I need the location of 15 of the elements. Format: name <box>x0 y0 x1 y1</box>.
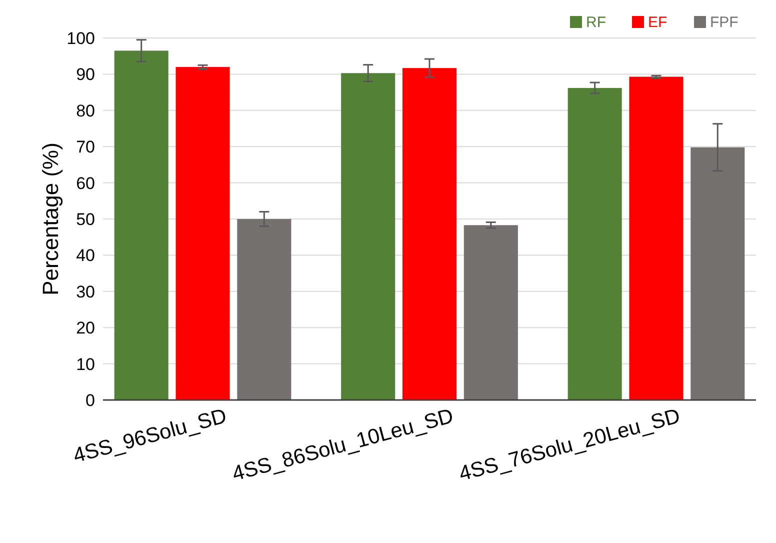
y-tick-label: 50 <box>76 210 95 229</box>
y-tick-label: 70 <box>76 138 95 157</box>
legend-label: EF <box>648 14 668 31</box>
legend-label: FPF <box>710 14 738 31</box>
legend-label: RF <box>586 14 606 31</box>
y-tick-label: 0 <box>86 390 95 410</box>
y-tick-label: 20 <box>76 318 95 338</box>
y-tick-label: 10 <box>76 354 95 374</box>
y-tick-label: 80 <box>76 101 95 120</box>
y-tick-label: 60 <box>76 174 95 193</box>
y-tick-label: 100 <box>66 28 95 48</box>
y-tick-label: 30 <box>76 282 95 302</box>
y-axis-title: Percentage (%) <box>38 142 63 296</box>
y-tick-label: 90 <box>76 65 95 84</box>
y-tick-label: 40 <box>76 246 95 266</box>
